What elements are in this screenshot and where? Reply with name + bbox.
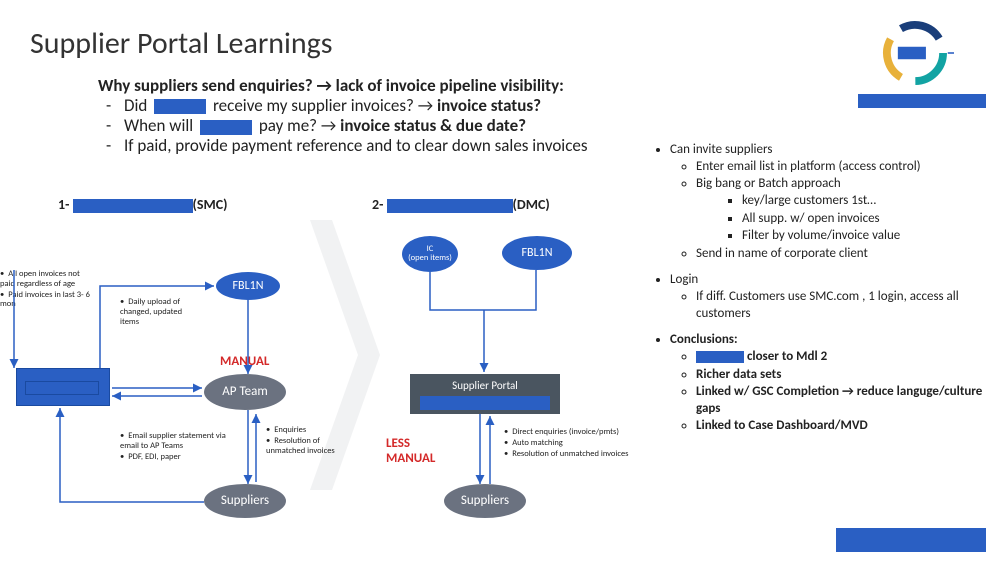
t: Linked w/ GSC Completion → reduce langug… xyxy=(696,384,982,416)
t: Send in name of corporate client xyxy=(696,246,988,263)
t: key/large customers 1st… xyxy=(742,193,988,210)
right-notes: Can invite suppliers Enter email list in… xyxy=(648,142,988,436)
t: Login xyxy=(670,272,698,287)
top-right-bar xyxy=(858,94,986,108)
bot-right-bar xyxy=(836,528,986,552)
diag2-lines xyxy=(0,0,640,560)
t: Richer data sets xyxy=(696,367,781,382)
t: Big bang or Batch approach xyxy=(696,176,841,191)
corner-logo xyxy=(876,14,954,92)
t: Can invite suppliers xyxy=(670,142,772,157)
t: Enter email list in platform (access con… xyxy=(696,159,988,176)
t: If diff. Customers use SMC.com , 1 login… xyxy=(696,289,988,322)
t: Linked to Case Dashboard/MVD xyxy=(696,418,868,433)
t: Filter by volume/invoice value xyxy=(742,228,988,245)
t: Conclusions: xyxy=(670,332,738,347)
t: All supp. w/ open invoices xyxy=(742,211,988,228)
